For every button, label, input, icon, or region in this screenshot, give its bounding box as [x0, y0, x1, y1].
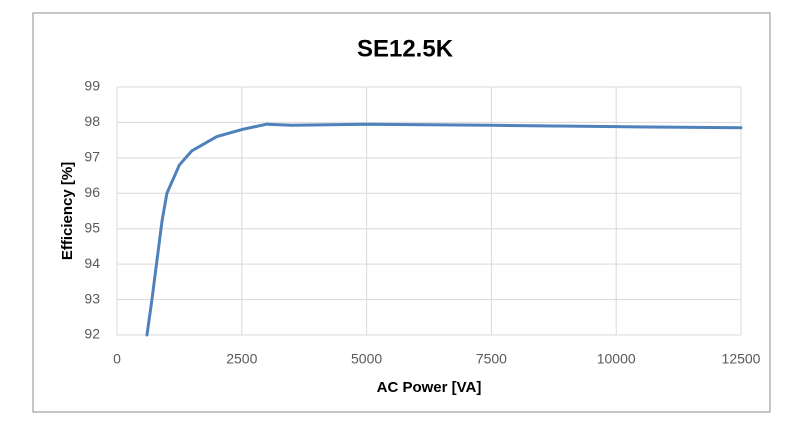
x-tick-label: 7500 — [476, 351, 507, 367]
x-tick-label: 2500 — [226, 351, 257, 367]
chart-border — [32, 12, 771, 413]
y-tick-label: 97 — [84, 149, 100, 165]
y-tick-label: 95 — [84, 219, 100, 235]
chart-title: SE12.5K — [357, 35, 454, 62]
data-line — [145, 122, 743, 337]
y-tick-label: 98 — [84, 113, 100, 129]
y-tick-label: 93 — [84, 290, 100, 306]
y-axis-title: Efficiency [%] — [59, 162, 76, 260]
y-tick-label: 96 — [84, 184, 100, 200]
x-tick-label: 5000 — [351, 351, 382, 367]
x-tick-label: 0 — [113, 351, 121, 367]
x-tick-label: 12500 — [722, 351, 761, 367]
x-axis-title: AC Power [VA] — [377, 379, 482, 396]
x-tick-label: 10000 — [597, 351, 636, 367]
y-tick-label: 99 — [84, 78, 100, 94]
y-tick-label: 92 — [84, 326, 100, 342]
y-tick-label: 94 — [84, 255, 100, 271]
